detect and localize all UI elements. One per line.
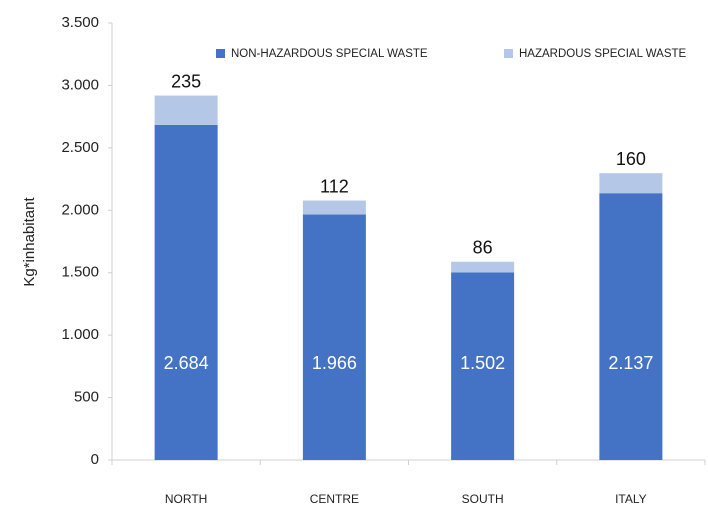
- value-label: 1.966: [312, 353, 357, 373]
- value-label: 2.684: [164, 353, 209, 373]
- y-tick-label: 2.000: [61, 201, 99, 218]
- y-tick-label: 1.000: [61, 326, 99, 343]
- value-label: 160: [616, 149, 646, 169]
- bar-segment: [599, 173, 663, 194]
- bar-segment: [302, 214, 366, 460]
- x-tick-label: SOUTH: [462, 492, 504, 506]
- y-tick-label: 500: [74, 389, 99, 406]
- bar-segment: [154, 95, 218, 125]
- bar-segment: [451, 272, 515, 460]
- y-tick-label: 3.000: [61, 76, 99, 93]
- value-label: 112: [320, 176, 349, 196]
- y-tick-label: 3.500: [61, 14, 99, 31]
- value-label: 2.137: [608, 353, 653, 373]
- y-tick-label: 0: [91, 451, 99, 468]
- x-tick-label: ITALY: [615, 492, 647, 506]
- bar-segment: [154, 124, 218, 461]
- bar-segment: [451, 261, 515, 273]
- x-tick-label: CENTRE: [310, 492, 359, 506]
- legend-swatch: [216, 49, 225, 58]
- bar-segment: [302, 200, 366, 215]
- y-tick-label: 1.500: [61, 264, 99, 281]
- legend-swatch: [504, 49, 513, 58]
- value-label: 1.502: [460, 353, 505, 373]
- legend-label: HAZARDOUS SPECIAL WASTE: [519, 48, 687, 60]
- y-axis-label: Kg*inhabitant: [21, 197, 38, 287]
- value-label: 86: [473, 237, 493, 257]
- value-label: 235: [171, 71, 201, 91]
- x-tick-label: NORTH: [165, 492, 207, 506]
- legend-label: NON-HAZARDOUS SPECIAL WASTE: [231, 48, 428, 60]
- bar-segment: [599, 193, 663, 460]
- y-tick-label: 2.500: [61, 139, 99, 156]
